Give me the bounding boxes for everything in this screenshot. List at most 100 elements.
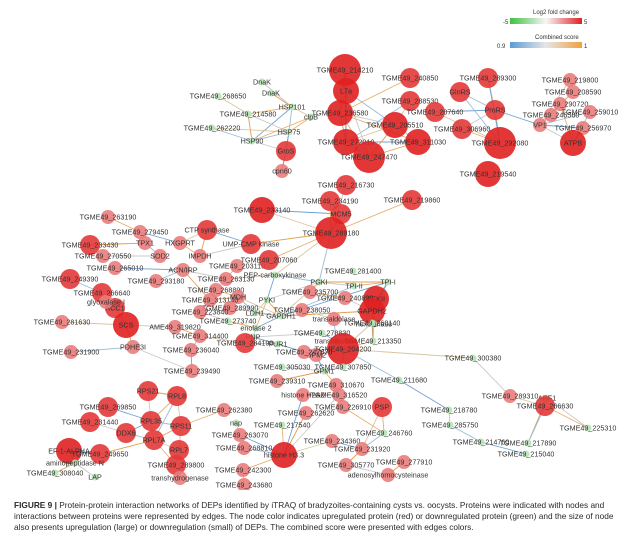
protein-node: HXGPRT xyxy=(165,236,196,250)
protein-node: TGME49_262380 xyxy=(196,403,252,417)
protein-node-circle xyxy=(425,102,445,122)
protein-node-label: L7a xyxy=(340,87,352,96)
protein-node-circle xyxy=(166,455,186,475)
protein-node-circle xyxy=(359,298,385,324)
protein-node: TGME49_203110 xyxy=(209,259,265,273)
protein-node-circle xyxy=(90,444,110,464)
protein-node: TGME49_247670 xyxy=(276,345,332,359)
protein-node: TGME49_205510 xyxy=(367,112,424,138)
protein-node-label: TGME49_289180 xyxy=(303,229,360,238)
protein-node-label: TGME49_238050 xyxy=(274,306,331,315)
protein-node-circle xyxy=(176,263,190,277)
protein-node-label: TGME49_311030 xyxy=(390,138,446,147)
protein-node-circle xyxy=(56,438,82,464)
protein-node-label: TGME49_211680 xyxy=(371,376,427,385)
protein-node: TGME49_215040 xyxy=(498,450,555,459)
protein-node-circle xyxy=(277,312,285,320)
protein-node-circle xyxy=(533,118,547,132)
protein-node-circle xyxy=(400,68,420,88)
protein-node: GlnRS xyxy=(449,82,471,102)
protein-node-label: TGME49_246760 xyxy=(356,429,413,438)
protein-node-circle xyxy=(325,434,339,448)
protein-node: TGME49_213350 xyxy=(345,337,402,346)
protein-node-label: AME49_319820 xyxy=(149,323,201,332)
protein-node-label: GAPDH2 xyxy=(357,307,387,316)
protein-node: TGME49_273740 xyxy=(200,317,257,326)
protein-node-label: GroS xyxy=(278,147,295,156)
protein-node-label: TGME49_214760 xyxy=(453,438,510,447)
protein-node-label: TGME49_263190 xyxy=(80,213,137,222)
protein-node-label: GPM2 xyxy=(306,351,326,360)
protein-node: SCS xyxy=(113,312,139,338)
protein-node-label: PDHE3I xyxy=(120,343,146,352)
network-edge xyxy=(251,106,293,142)
protein-node-label: PSP xyxy=(375,403,390,412)
protein-node-circle xyxy=(80,235,100,255)
protein-node-circle xyxy=(235,333,255,353)
ppi-network: TGME49_214210 TGME49_240850 TGME49_289300 T… xyxy=(27,10,618,490)
protein-node-label: TGME49_231440 xyxy=(62,418,119,427)
protein-node-label: TGME49_293180 xyxy=(128,277,185,286)
network-edge xyxy=(217,95,249,115)
protein-node: RPS21 xyxy=(137,381,159,401)
protein-node-label: SOD2 xyxy=(150,252,170,261)
protein-node: PEP-carboxykinase xyxy=(244,271,307,280)
protein-node-label: TGME49_208590 xyxy=(545,88,602,97)
figure-caption: FIGURE 9 | Protein-protein interaction n… xyxy=(14,500,626,533)
protein-node-circle xyxy=(584,424,592,432)
protein-node: GAPDH2 xyxy=(357,298,387,324)
protein-node-circle xyxy=(193,249,207,263)
protein-node: GAPDH1 xyxy=(266,312,296,321)
protein-node-circle xyxy=(475,161,501,187)
protein-node-label: ProRS xyxy=(484,106,505,115)
protein-node-circle xyxy=(368,319,376,327)
protein-node-circle xyxy=(395,376,403,384)
protein-node-label: TGME49_239310 xyxy=(249,377,306,386)
protein-node-label: TGME49_233430 xyxy=(62,241,119,250)
legend: Log2 fold change -5 5 Combined score 0.9… xyxy=(497,10,588,50)
network-edge xyxy=(270,92,293,108)
protein-node-label: TGME49_263130 xyxy=(198,275,255,284)
protein-node: TGME49_263130 xyxy=(198,272,255,286)
protein-node-circle xyxy=(397,455,411,469)
protein-node-label: TGME49_310670 xyxy=(308,381,365,390)
protein-node-circle xyxy=(91,473,99,481)
protein-node-label: TGME49_268890 xyxy=(188,286,245,295)
legend-fold-title: Log2 fold change xyxy=(533,10,580,16)
protein-node-circle xyxy=(116,423,136,443)
protein-node-circle xyxy=(233,428,247,442)
protein-node-label: VP1 xyxy=(533,121,547,130)
network-edge xyxy=(225,274,276,280)
protein-node-label: TGME49_207060 xyxy=(241,256,298,265)
protein-node: enolase 2 xyxy=(240,324,271,333)
network-edge xyxy=(280,310,373,317)
network-edge xyxy=(54,462,76,474)
protein-node-circle xyxy=(173,471,187,485)
network-edge xyxy=(255,315,282,329)
protein-node-circle xyxy=(485,100,505,120)
protein-node: TGME49_246560 xyxy=(523,108,579,122)
protein-node: TGME49_235700 xyxy=(282,285,338,299)
protein-node-circle xyxy=(275,164,289,178)
protein-node-label: TGME49_207640 xyxy=(407,108,464,117)
protein-node: TGME49_238050 xyxy=(274,303,331,317)
protein-node: TGME49_219800 xyxy=(542,73,598,87)
protein-node-circle xyxy=(193,305,207,319)
protein-node: TGME49_243680 xyxy=(216,478,272,490)
protein-node-label: RPL8 xyxy=(168,392,186,401)
protein-node: GPM2 xyxy=(306,348,326,362)
protein-node-label: TGME49_205510 xyxy=(367,121,424,130)
protein-node-circle xyxy=(382,112,408,138)
protein-node-circle xyxy=(381,468,395,482)
protein-node-label: TPI-II xyxy=(345,282,363,291)
protein-node-circle xyxy=(171,416,191,436)
network-edge xyxy=(251,131,290,142)
protein-node-circle xyxy=(446,421,454,429)
protein-node-label: cpn60 xyxy=(272,167,292,176)
protein-node-label: RPL7 xyxy=(170,446,188,455)
protein-node-label: GPM1 xyxy=(314,367,334,376)
network-edge xyxy=(280,285,355,317)
protein-node-circle xyxy=(276,141,296,161)
protein-node: TGME49_223840 xyxy=(172,305,228,319)
protein-node: TGME49_266630 xyxy=(517,396,573,416)
